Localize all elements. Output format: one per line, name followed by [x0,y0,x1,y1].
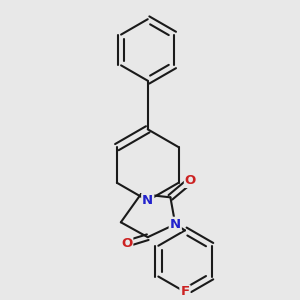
Text: O: O [121,237,132,250]
Text: O: O [185,174,196,187]
Text: N: N [170,218,181,231]
Text: N: N [142,194,153,207]
Text: F: F [180,285,190,298]
